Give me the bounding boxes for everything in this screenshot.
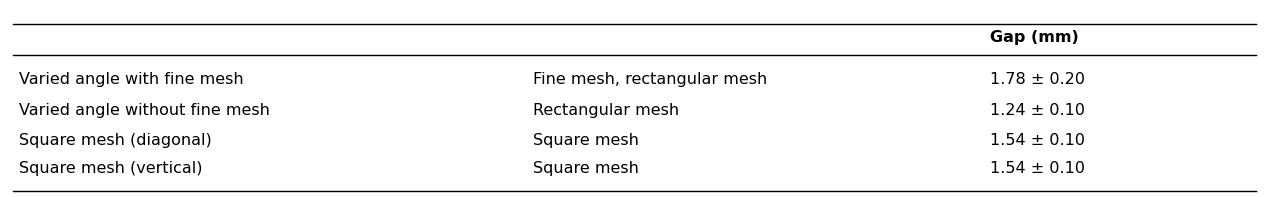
Text: Gap (mm): Gap (mm) xyxy=(990,30,1079,45)
Text: Varied angle with fine mesh: Varied angle with fine mesh xyxy=(19,72,244,87)
Text: Fine mesh, rectangular mesh: Fine mesh, rectangular mesh xyxy=(533,72,768,87)
Text: Square mesh (vertical): Square mesh (vertical) xyxy=(19,161,203,176)
Text: Square mesh: Square mesh xyxy=(533,133,638,148)
Text: 1.24 ± 0.10: 1.24 ± 0.10 xyxy=(990,103,1085,118)
Text: 1.54 ± 0.10: 1.54 ± 0.10 xyxy=(990,161,1085,176)
Text: Rectangular mesh: Rectangular mesh xyxy=(533,103,679,118)
Text: Square mesh: Square mesh xyxy=(533,161,638,176)
Text: 1.78 ± 0.20: 1.78 ± 0.20 xyxy=(990,72,1085,87)
Text: 1.54 ± 0.10: 1.54 ± 0.10 xyxy=(990,133,1085,148)
Text: Varied angle without fine mesh: Varied angle without fine mesh xyxy=(19,103,270,118)
Text: Square mesh (diagonal): Square mesh (diagonal) xyxy=(19,133,212,148)
